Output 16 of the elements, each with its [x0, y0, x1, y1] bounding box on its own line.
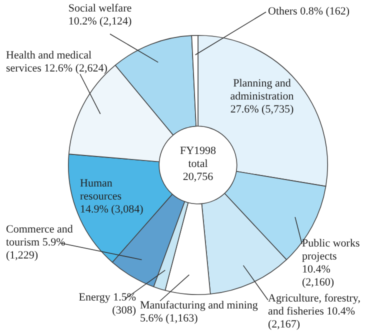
- data-label: 27.6% (5,735): [230, 103, 294, 116]
- slice-label: Commerce and tourism 5.9% (1,229): [6, 223, 74, 262]
- slice-label: Human resources: [80, 177, 122, 202]
- data-label: 14.9% (3,084): [80, 203, 144, 216]
- slice-label: Others 0.8% (162): [268, 5, 350, 18]
- slice-label: Planning and administration: [230, 77, 294, 102]
- data-label: 5.6% (1,163): [140, 312, 198, 324]
- data-label: 10.2% (2,124): [68, 15, 132, 28]
- slice-label: Energy 1.5% (308): [78, 291, 136, 316]
- slice-label: Health and medical services 12.6% (2,624): [6, 49, 108, 74]
- data-label: 10.4% (2,160): [302, 263, 334, 288]
- slice-label: Public works projects: [302, 237, 360, 262]
- slice-label: Agriculture, forestry, and fisheries 10.4% (2,167): [268, 292, 361, 330]
- slice-label: Manufacturing and mining: [140, 299, 258, 312]
- slice-label: Social welfare: [68, 2, 132, 14]
- text: FY1998 total 20,756: [180, 144, 217, 183]
